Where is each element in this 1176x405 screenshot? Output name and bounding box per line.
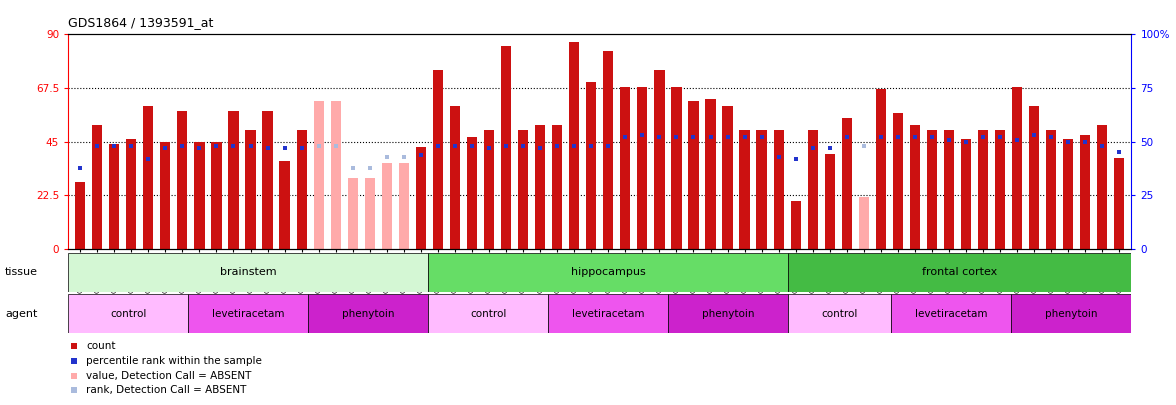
Bar <box>1063 139 1074 249</box>
Bar <box>842 118 851 249</box>
Bar <box>348 177 358 249</box>
Bar <box>788 294 891 333</box>
Bar <box>535 125 546 249</box>
Bar <box>637 87 648 249</box>
Text: control: control <box>822 309 858 319</box>
Bar <box>330 101 341 249</box>
Bar <box>1011 294 1131 333</box>
Text: phenytoin: phenytoin <box>1045 309 1097 319</box>
Bar <box>756 130 767 249</box>
Bar <box>586 82 596 249</box>
Bar <box>740 130 749 249</box>
Bar <box>501 46 512 249</box>
Bar <box>910 125 920 249</box>
Text: count: count <box>86 341 115 351</box>
Bar <box>126 139 136 249</box>
Text: agent: agent <box>5 309 38 319</box>
Text: hippocampus: hippocampus <box>572 267 646 277</box>
Bar <box>706 99 716 249</box>
Text: percentile rank within the sample: percentile rank within the sample <box>86 356 262 366</box>
Bar <box>228 111 239 249</box>
Bar <box>1115 158 1124 249</box>
Bar <box>450 106 460 249</box>
Bar <box>188 294 308 333</box>
Bar <box>552 125 562 249</box>
Bar <box>92 125 102 249</box>
Text: brainstem: brainstem <box>220 267 276 277</box>
Text: control: control <box>470 309 507 319</box>
Bar <box>1081 134 1090 249</box>
Text: phenytoin: phenytoin <box>342 309 394 319</box>
Text: levetiracetam: levetiracetam <box>572 309 644 319</box>
Bar <box>75 182 85 249</box>
Bar <box>143 106 153 249</box>
Bar <box>280 161 289 249</box>
Bar <box>428 294 548 333</box>
Bar <box>1047 130 1056 249</box>
Bar <box>68 294 188 333</box>
Bar <box>788 253 1131 292</box>
Text: phenytoin: phenytoin <box>702 309 755 319</box>
Bar <box>382 163 392 249</box>
Bar <box>1013 87 1022 249</box>
Bar <box>246 130 255 249</box>
Bar <box>194 142 205 249</box>
Bar <box>824 153 835 249</box>
Bar <box>68 253 428 292</box>
Bar <box>961 139 971 249</box>
Bar <box>722 106 733 249</box>
Bar <box>212 142 221 249</box>
Text: rank, Detection Call = ABSENT: rank, Detection Call = ABSENT <box>86 385 247 395</box>
Bar <box>688 101 699 249</box>
Bar <box>433 70 443 249</box>
Bar <box>995 130 1005 249</box>
Bar <box>668 294 788 333</box>
Bar <box>109 144 119 249</box>
Bar <box>1029 106 1040 249</box>
Bar <box>399 163 409 249</box>
Bar <box>178 111 187 249</box>
Bar <box>876 89 886 249</box>
Bar <box>308 294 428 333</box>
Bar <box>160 142 171 249</box>
Bar <box>858 196 869 249</box>
Bar <box>893 113 903 249</box>
Bar <box>808 130 817 249</box>
Text: levetiracetam: levetiracetam <box>212 309 285 319</box>
Bar <box>654 70 664 249</box>
Bar <box>569 42 580 249</box>
Bar <box>548 294 668 333</box>
Text: control: control <box>111 309 146 319</box>
Bar <box>428 253 788 292</box>
Text: frontal cortex: frontal cortex <box>922 267 997 277</box>
Bar <box>517 130 528 249</box>
Bar <box>891 294 1011 333</box>
Bar <box>944 130 954 249</box>
Bar <box>416 147 426 249</box>
Bar <box>671 87 682 249</box>
Bar <box>790 201 801 249</box>
Bar <box>314 101 323 249</box>
Text: value, Detection Call = ABSENT: value, Detection Call = ABSENT <box>86 371 252 381</box>
Text: tissue: tissue <box>5 267 38 277</box>
Bar <box>978 130 988 249</box>
Text: GDS1864 / 1393591_at: GDS1864 / 1393591_at <box>68 16 214 29</box>
Bar <box>603 51 614 249</box>
Bar <box>927 130 937 249</box>
Bar <box>262 111 273 249</box>
Bar <box>467 137 477 249</box>
Bar <box>774 130 783 249</box>
Bar <box>296 130 307 249</box>
Text: levetiracetam: levetiracetam <box>915 309 988 319</box>
Bar <box>620 87 630 249</box>
Bar <box>1097 125 1108 249</box>
Bar <box>483 130 494 249</box>
Bar <box>365 177 375 249</box>
